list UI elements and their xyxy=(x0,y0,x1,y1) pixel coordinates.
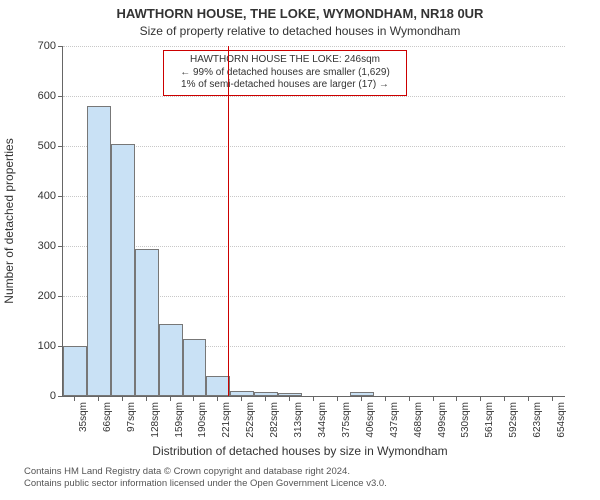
y-tick xyxy=(58,246,62,247)
histogram-bar xyxy=(87,106,111,396)
histogram-bar xyxy=(230,391,254,396)
y-tick-label: 500 xyxy=(6,140,56,152)
y-tick xyxy=(58,96,62,97)
gridline xyxy=(63,46,565,47)
x-tick xyxy=(337,397,338,401)
x-tick-label: 313sqm xyxy=(293,402,304,462)
x-tick xyxy=(385,397,386,401)
x-tick-label: 530sqm xyxy=(460,402,471,462)
x-tick-label: 437sqm xyxy=(389,402,400,462)
x-tick xyxy=(74,397,75,401)
chart-title-sub: Size of property relative to detached ho… xyxy=(0,24,600,38)
x-tick-label: 375sqm xyxy=(341,402,352,462)
y-tick-label: 300 xyxy=(6,240,56,252)
y-tick xyxy=(58,396,62,397)
footer-line-2: Contains public sector information licen… xyxy=(24,478,387,490)
chart-title-main: HAWTHORN HOUSE, THE LOKE, WYMONDHAM, NR1… xyxy=(0,6,600,21)
x-tick-label: 97sqm xyxy=(126,402,137,462)
histogram-bar xyxy=(278,393,302,397)
gridline xyxy=(63,196,565,197)
x-tick-label: 499sqm xyxy=(437,402,448,462)
x-tick-label: 128sqm xyxy=(150,402,161,462)
footer: Contains HM Land Registry data © Crown c… xyxy=(24,466,387,491)
x-tick-label: 406sqm xyxy=(365,402,376,462)
x-tick-label: 468sqm xyxy=(413,402,424,462)
y-tick xyxy=(58,346,62,347)
x-tick-label: 282sqm xyxy=(269,402,280,462)
x-tick xyxy=(528,397,529,401)
histogram-bar xyxy=(63,346,87,396)
gridline xyxy=(63,96,565,97)
x-tick xyxy=(122,397,123,401)
x-tick-label: 592sqm xyxy=(508,402,519,462)
x-tick xyxy=(361,397,362,401)
histogram-bar xyxy=(183,339,207,397)
histogram-bar xyxy=(350,392,374,396)
annotation-line-3: 1% of semi-detached houses are larger (1… xyxy=(170,79,400,92)
y-tick-label: 100 xyxy=(6,340,56,352)
y-tick xyxy=(58,296,62,297)
x-tick xyxy=(193,397,194,401)
plot-area: HAWTHORN HOUSE THE LOKE: 246sqm ← 99% of… xyxy=(62,46,565,397)
y-axis-title: Number of detached properties xyxy=(2,138,16,303)
x-tick xyxy=(98,397,99,401)
footer-line-1: Contains HM Land Registry data © Crown c… xyxy=(24,466,387,478)
annotation-line-2: ← 99% of detached houses are smaller (1,… xyxy=(170,67,400,80)
y-tick xyxy=(58,196,62,197)
x-tick xyxy=(170,397,171,401)
y-tick-label: 0 xyxy=(6,390,56,402)
y-tick xyxy=(58,146,62,147)
x-tick xyxy=(241,397,242,401)
x-tick-label: 623sqm xyxy=(532,402,543,462)
x-tick xyxy=(456,397,457,401)
x-tick-label: 35sqm xyxy=(78,402,89,462)
y-tick xyxy=(58,46,62,47)
property-marker-line xyxy=(228,46,229,396)
x-tick xyxy=(313,397,314,401)
marker-annotation: HAWTHORN HOUSE THE LOKE: 246sqm ← 99% of… xyxy=(163,50,407,96)
x-tick xyxy=(552,397,553,401)
histogram-bar xyxy=(159,324,183,397)
x-tick xyxy=(289,397,290,401)
y-tick-label: 600 xyxy=(6,90,56,102)
x-tick xyxy=(146,397,147,401)
x-tick-label: 159sqm xyxy=(174,402,185,462)
x-tick xyxy=(265,397,266,401)
y-tick-label: 400 xyxy=(6,190,56,202)
gridline xyxy=(63,246,565,247)
x-tick xyxy=(480,397,481,401)
x-tick-label: 344sqm xyxy=(317,402,328,462)
x-tick xyxy=(504,397,505,401)
x-tick-label: 190sqm xyxy=(197,402,208,462)
y-tick-label: 200 xyxy=(6,290,56,302)
x-tick-label: 252sqm xyxy=(245,402,256,462)
histogram-bar xyxy=(111,144,135,397)
x-tick xyxy=(433,397,434,401)
annotation-line-1: HAWTHORN HOUSE THE LOKE: 246sqm xyxy=(170,54,400,67)
gridline xyxy=(63,146,565,147)
histogram-bar xyxy=(135,249,159,397)
x-tick-label: 221sqm xyxy=(221,402,232,462)
y-tick-label: 700 xyxy=(6,40,56,52)
histogram-bar xyxy=(254,392,278,396)
x-tick xyxy=(409,397,410,401)
histogram-bar xyxy=(206,376,230,396)
x-tick xyxy=(217,397,218,401)
x-tick-label: 561sqm xyxy=(484,402,495,462)
x-tick-label: 66sqm xyxy=(102,402,113,462)
x-tick-label: 654sqm xyxy=(556,402,567,462)
